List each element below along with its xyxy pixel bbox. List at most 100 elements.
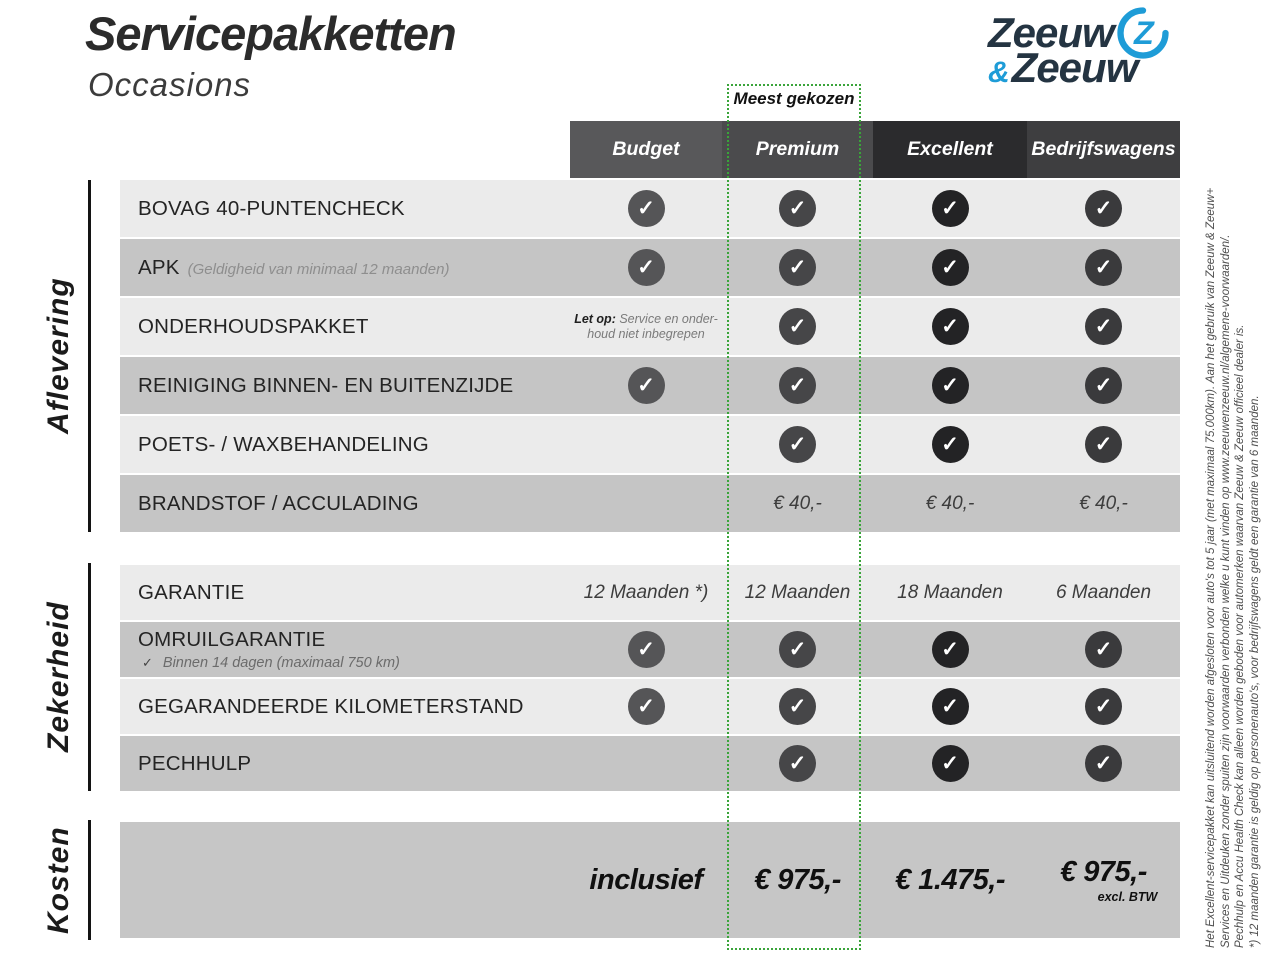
row-label-text: ONDERHOUDSPAKKET — [138, 314, 369, 338]
meest-gekozen-label: Meest gekozen — [733, 89, 855, 108]
row-label-text: GEGARANDEERDE KILOMETERSTAND — [138, 694, 524, 718]
cell-premium: ✓ — [722, 416, 873, 473]
fine-print-line: *) 12 maanden garantie is geldig op pers… — [1248, 395, 1261, 948]
cell-excellent: ✓ — [873, 622, 1027, 677]
check-icon: ✓ — [627, 190, 665, 227]
svg-text:Z: Z — [1133, 15, 1155, 51]
cell-budget: ✓ — [570, 622, 722, 677]
check-icon: ✓ — [931, 308, 969, 345]
column-header-bedrijfswagens: Bedrijfswagens — [1027, 121, 1180, 178]
cell-premium: ✓ — [722, 180, 873, 237]
row-label: GARANTIE — [120, 565, 570, 620]
table-row-apk: APK (Geldigheid van minimaal 12 maanden) … — [120, 239, 1180, 296]
garantie-value: 18 Maanden — [897, 581, 1003, 603]
check-icon: ✓ — [931, 426, 969, 463]
cell-bedrijfswagens: ✓ — [1027, 239, 1180, 296]
terms-fine-print: Het Excellent-servicepakket kan uitsluit… — [1204, 120, 1262, 948]
cell-budget: ✓ — [570, 239, 722, 296]
cell-premium: ✓ — [722, 357, 873, 414]
row-label: ONDERHOUDSPAKKET — [120, 298, 570, 355]
cost-value: inclusief — [589, 863, 703, 896]
check-icon: ✓ — [627, 631, 665, 668]
logo-line1: Zeeuw Z — [988, 6, 1188, 60]
page-title: Servicepakketten — [85, 7, 457, 60]
fine-print-line: Het Excellent-servicepakket kan uitsluit… — [1205, 187, 1217, 948]
section-label-zekerheid: Zekerheid — [42, 601, 75, 753]
column-header-excellent: Excellent — [873, 121, 1027, 178]
zeeuw-en-zeeuw-logo: Zeeuw Z & Zeeuw — [988, 6, 1188, 92]
column-headers: Budget Premium Excellent Bedrijfswagens — [570, 121, 1180, 178]
section-aflevering: BOVAG 40-PUNTENCHECK ✓ ✓ ✓ ✓ APK (Geldigh… — [120, 180, 1180, 534]
cell-budget: ✓ — [570, 679, 722, 734]
cell-premium: € 40,- — [722, 475, 873, 532]
row-label: POETS- / WAXBEHANDELING — [120, 416, 570, 473]
column-header-premium: Premium — [722, 121, 873, 178]
column-header-budget: Budget — [570, 121, 722, 178]
table-row-brandstof: BRANDSTOF / ACCULADING € 40,- € 40,- € 4… — [120, 475, 1180, 532]
cell-excellent: ✓ — [873, 239, 1027, 296]
check-icon: ✓ — [1085, 249, 1122, 286]
check-icon: ✓ — [931, 745, 969, 782]
row-label: REINIGING BINNEN- EN BUITENZIJDE — [120, 357, 570, 414]
cell-budget: Let op: Service en onder- houd niet inbe… — [570, 298, 722, 355]
cell-premium: ✓ — [722, 622, 873, 677]
cell-premium: € 975,- — [722, 822, 873, 938]
check-icon: ✓ — [1085, 308, 1122, 345]
logo-word-zeeuw-1: Zeeuw — [988, 9, 1115, 56]
cell-bedrijfswagens: ✓ — [1027, 180, 1180, 237]
cell-bedrijfswagens: 6 Maanden — [1027, 565, 1180, 620]
price-value: € 40,- — [1079, 492, 1128, 514]
check-icon: ✓ — [627, 249, 665, 286]
check-icon: ✓ — [779, 631, 816, 668]
check-icon: ✓ — [931, 367, 969, 404]
cell-excellent: ✓ — [873, 180, 1027, 237]
table-row-kilometerstand: GEGARANDEERDE KILOMETERSTAND ✓ ✓ ✓ ✓ — [120, 679, 1180, 734]
cell-bedrijfswagens: ✓ — [1027, 298, 1180, 355]
cell-excellent: € 1.475,- — [873, 822, 1027, 938]
table-row-garantie: GARANTIE 12 Maanden *) 12 Maanden 18 Maa… — [120, 565, 1180, 620]
logo-word-zeeuw-2: Zeeuw — [1011, 44, 1139, 91]
section-kosten: inclusief € 975,- € 1.475,- € 975,- excl… — [120, 822, 1180, 938]
check-icon: ✓ — [779, 745, 816, 782]
section-label-kosten: Kosten — [42, 826, 75, 934]
cost-value: € 975,- — [1060, 856, 1147, 888]
garantie-value: 12 Maanden *) — [583, 581, 709, 603]
row-label: PECHHULP — [120, 736, 570, 791]
check-icon: ✓ — [779, 190, 816, 227]
row-label-text: BOVAG 40-PUNTENCHECK — [138, 196, 405, 220]
cell-bedrijfswagens: € 975,- excl. BTW — [1027, 822, 1180, 938]
cell-budget: 12 Maanden *) — [570, 565, 722, 620]
check-icon: ✓ — [627, 367, 665, 404]
cell-bedrijfswagens: ✓ — [1027, 679, 1180, 734]
section-label-aflevering: Aflevering — [42, 277, 75, 435]
check-icon: ✓ — [779, 308, 816, 345]
cell-premium: ✓ — [722, 736, 873, 791]
check-icon: ✓ — [779, 688, 816, 725]
cell-excellent: ✓ — [873, 679, 1027, 734]
page-subtitle: Occasions — [88, 66, 252, 103]
table-row-reiniging: REINIGING BINNEN- EN BUITENZIJDE ✓ ✓ ✓ ✓ — [120, 357, 1180, 414]
check-icon: ✓ — [1085, 190, 1122, 227]
cell-premium: 12 Maanden — [722, 565, 873, 620]
row-sublabel: (Geldigheid van minimaal 12 maanden) — [187, 260, 450, 278]
cell-budget: inclusief — [570, 822, 722, 938]
check-icon: ✓ — [779, 249, 816, 286]
price-value: € 40,- — [773, 492, 822, 514]
cell-bedrijfswagens: ✓ — [1027, 736, 1180, 791]
cell-budget-empty — [570, 736, 722, 791]
budget-note: Let op: Service en onder- houd niet inbe… — [574, 311, 718, 341]
logo-ampersand: & — [988, 56, 1010, 89]
row-label-text: OMRUILGARANTIE — [138, 628, 326, 651]
check-icon: ✓ — [627, 688, 665, 725]
check-icon: ✓ — [1085, 631, 1122, 668]
check-icon: ✓ — [779, 367, 816, 404]
row-label: BRANDSTOF / ACCULADING — [120, 475, 570, 532]
cost-value: € 975,- — [754, 863, 841, 896]
cell-budget-empty — [570, 475, 722, 532]
cell-bedrijfswagens: € 40,- — [1027, 475, 1180, 532]
cell-bedrijfswagens: ✓ — [1027, 357, 1180, 414]
row-label-empty — [120, 822, 570, 938]
row-label-text: PECHHULP — [138, 751, 252, 775]
check-icon: ✓ — [931, 190, 969, 227]
check-icon: ✓ — [931, 249, 969, 286]
